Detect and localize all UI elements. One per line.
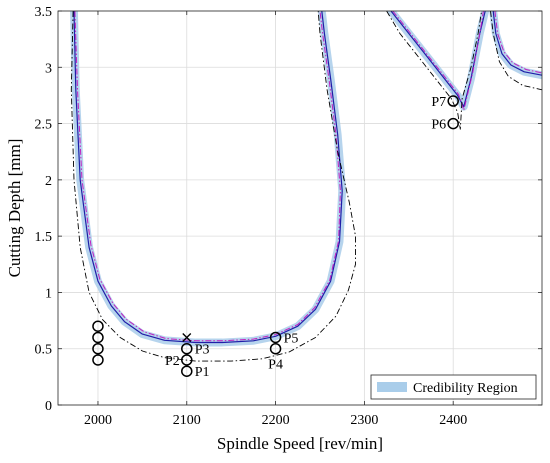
upper-bound (74, 11, 341, 342)
circle-marker (92, 331, 104, 344)
axis-ticks: 2000 2100 2200 2300 2400 0 0.5 1 1.5 2 2.5 3 3.5 (35, 5, 542, 428)
circle-marker (447, 117, 459, 130)
legend: Credibility Region (370, 374, 537, 400)
y-tick-label: 2.5 (35, 118, 53, 133)
circle-marker (92, 354, 104, 366)
y-tick-label: 1 (45, 286, 52, 301)
y-tick-label: 0.5 (35, 343, 53, 358)
circle-marker (92, 320, 104, 332)
cross-marker (182, 332, 192, 342)
point-label: P2 (165, 354, 180, 369)
plot-frame (57, 10, 543, 406)
lower-bound (386, 11, 483, 130)
circle-marker (181, 342, 193, 355)
circle-marker (269, 331, 282, 344)
legend-swatch-credibility (377, 382, 407, 392)
x-tick-label: 2300 (350, 413, 378, 428)
point-label: P3 (195, 343, 210, 358)
x-tick-label: 2000 (84, 413, 112, 428)
lower-bound (70, 11, 356, 362)
series-lines (70, 11, 542, 362)
mean-line (492, 11, 542, 76)
point-label: P1 (195, 365, 210, 380)
y-tick-label: 1.5 (35, 230, 53, 245)
legend-label-credibility: Credibility Region (413, 381, 518, 396)
point-label: P4 (268, 358, 283, 373)
y-tick-label: 2 (45, 174, 52, 189)
point-label: P5 (284, 331, 299, 346)
credibility-band (387, 11, 490, 111)
x-tick-label: 2200 (262, 413, 290, 428)
lower-bound (490, 11, 542, 91)
y-tick-label: 0 (45, 399, 52, 414)
point-label: P6 (431, 118, 446, 133)
circle-marker (269, 342, 282, 355)
x-tick-label: 2100 (173, 413, 201, 428)
x-tick-label: 2400 (439, 413, 467, 428)
upper-bound (494, 11, 542, 74)
circle-marker (447, 95, 459, 107)
y-axis-label: Cutting Depth [mm] (5, 139, 24, 278)
upper-bound (392, 11, 484, 111)
circle-marker (92, 342, 104, 355)
x-axis-label: Spindle Speed [rev/min] (217, 434, 383, 453)
circle-marker (181, 354, 193, 366)
point-label: P7 (431, 95, 446, 110)
circle-marker (181, 365, 193, 377)
y-tick-label: 3.5 (35, 5, 53, 20)
y-tick-label: 3 (45, 61, 52, 76)
mean-line (73, 11, 343, 344)
